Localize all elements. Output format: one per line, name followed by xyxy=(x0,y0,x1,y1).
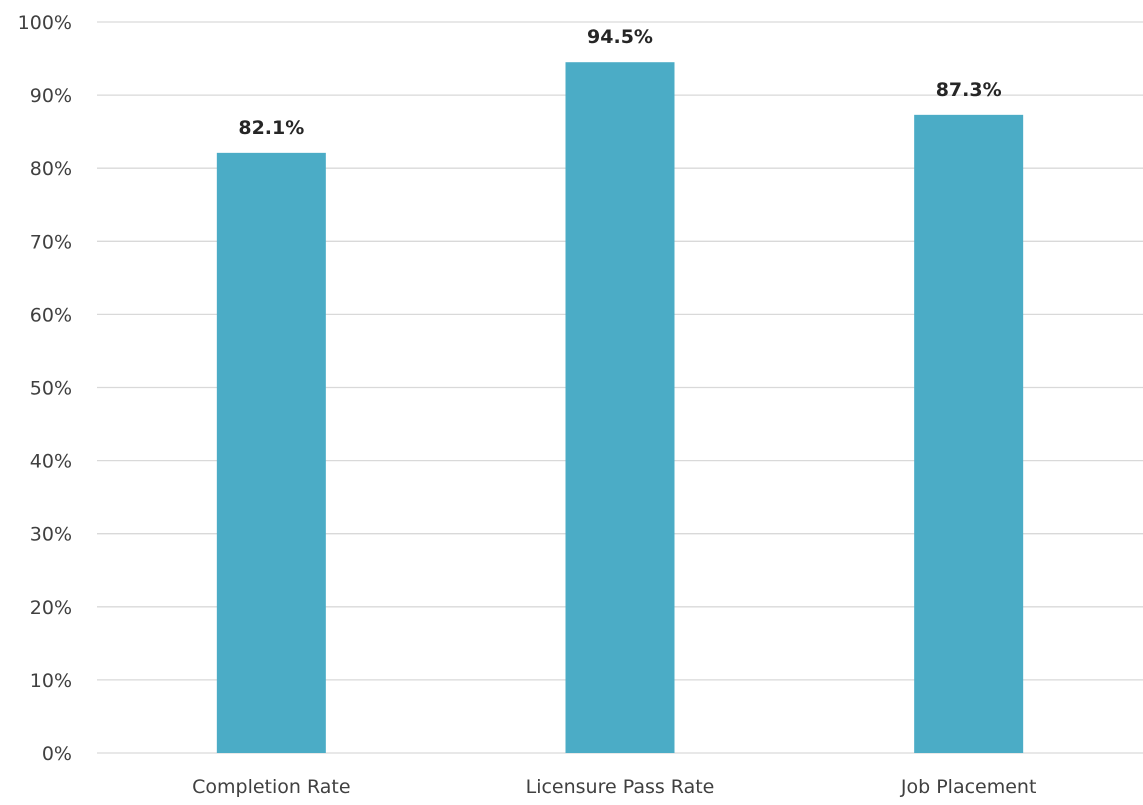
x-category-label: Licensure Pass Rate xyxy=(526,776,715,798)
data-label: 94.5% xyxy=(587,26,653,48)
y-tick-label: 30% xyxy=(30,524,72,546)
y-axis-tick-labels: 0% 10% 20% 30% 40% 50% 60% 70% 80% 90% 100% xyxy=(18,12,72,765)
y-tick-label: 70% xyxy=(30,231,72,253)
y-tick-label: 20% xyxy=(30,597,72,619)
y-tick-label: 80% xyxy=(30,158,72,180)
y-tick-label: 60% xyxy=(30,304,72,326)
data-label: 87.3% xyxy=(936,79,1002,101)
bar xyxy=(216,152,326,753)
y-tick-label: 0% xyxy=(42,743,72,765)
data-labels: 82.1% 94.5% 87.3% xyxy=(238,26,1001,139)
x-category-label: Job Placement xyxy=(900,776,1037,798)
x-axis-category-labels: Completion Rate Licensure Pass Rate Job Pl… xyxy=(192,776,1036,798)
y-tick-label: 10% xyxy=(30,670,72,692)
bar xyxy=(565,62,675,753)
y-tick-label: 50% xyxy=(30,378,72,400)
bars xyxy=(216,62,1024,754)
y-tick-label: 40% xyxy=(30,451,72,473)
y-tick-label: 90% xyxy=(30,85,72,107)
y-tick-label: 100% xyxy=(18,12,72,34)
x-category-label: Completion Rate xyxy=(192,776,350,798)
bar xyxy=(914,114,1024,754)
data-label: 82.1% xyxy=(238,117,304,139)
